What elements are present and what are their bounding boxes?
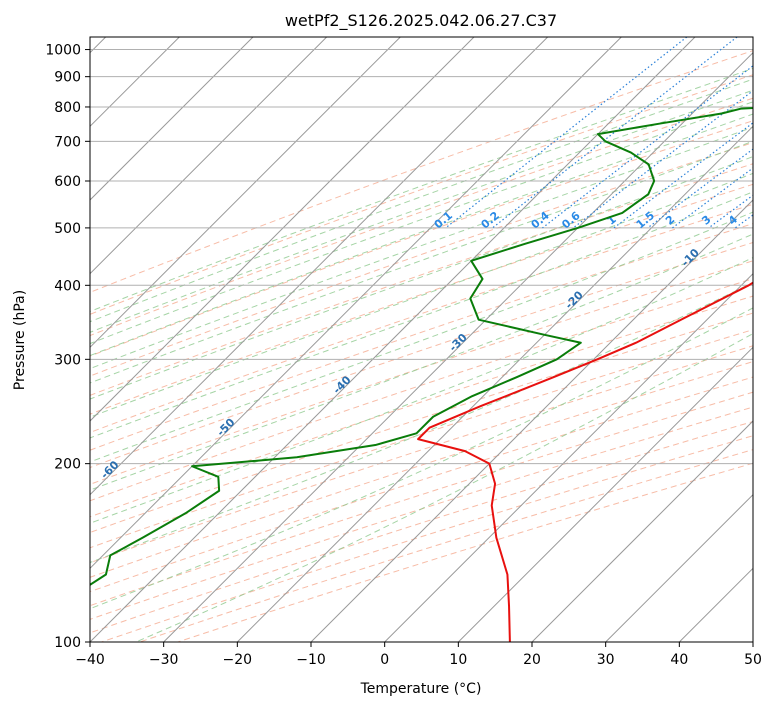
dry-adiabat-line [90, 391, 753, 607]
plot-frame [89, 36, 754, 643]
isotherm-label: -70 [0, 500, 6, 523]
isotherm-line [90, 37, 401, 349]
isotherm-line [90, 37, 254, 201]
moist-adiabat-line [90, 126, 753, 370]
moist-adiabat-line [90, 257, 753, 524]
temperature-profile-line [417, 281, 753, 642]
dry-adiabat-line [90, 142, 753, 377]
moist-adiabat-line [90, 172, 753, 418]
isotherm-line [90, 37, 622, 570]
x-tick-label: 30 [597, 652, 615, 668]
y-tick-label: 1000 [45, 43, 81, 59]
isotherm-line [457, 346, 753, 642]
moist-adiabat-line [90, 233, 753, 491]
x-tick-label: 40 [670, 652, 688, 668]
x-tick-label: 20 [523, 652, 541, 668]
plot-background [90, 37, 753, 642]
x-tick-label: 0 [380, 652, 389, 668]
moist-adiabat-line [90, 211, 753, 463]
moist-adiabat-line [90, 89, 753, 333]
y-axis-ticks: 100 200 300 400 500 600 700 800 900 1000 [45, 43, 90, 651]
x-tick-label: 10 [449, 652, 467, 668]
dry-adiabat-line [90, 278, 753, 502]
x-tick-label: −20 [223, 652, 253, 668]
moist-adiabat-line [90, 113, 753, 357]
mixing-ratio-line [572, 89, 753, 229]
y-axis-label: Pressure (hPa) [12, 290, 28, 390]
dry-adiabat-line [90, 50, 753, 293]
moist-adiabat-line [90, 78, 753, 323]
isotherm-line [752, 641, 753, 642]
mixing-ratio-line [542, 65, 753, 229]
y-tick-label: 200 [54, 457, 81, 473]
isotherm-line [90, 37, 475, 422]
x-tick-label: −40 [75, 652, 105, 668]
y-tick-label: 100 [54, 635, 81, 651]
isotherm-line [310, 199, 753, 642]
isotherm-line [384, 272, 753, 642]
dry-adiabat-line [90, 163, 753, 396]
isotherm-line [90, 37, 696, 642]
y-tick-label: 900 [54, 70, 81, 86]
background-lines [90, 37, 753, 642]
x-tick-label: −30 [149, 652, 179, 668]
y-tick-label: 500 [54, 221, 81, 237]
y-tick-label: 400 [54, 278, 81, 294]
mixing-ratio-line [672, 167, 753, 229]
chart-title: wetPf2_S126.2025.042.06.27.C37 [285, 11, 557, 31]
y-tick-label: 800 [54, 100, 81, 116]
mixing-ratio-label: 6 [765, 213, 775, 228]
moist-adiabat-line [135, 333, 753, 642]
isotherm-line [90, 37, 328, 275]
x-tick-label: 50 [744, 652, 762, 668]
moist-adiabat-line [90, 281, 753, 564]
y-tick-label: 700 [54, 134, 81, 150]
isotherm-line [163, 51, 753, 642]
y-tick-label: 600 [54, 174, 81, 190]
dry-adiabat-line [90, 329, 753, 549]
isotherm-line [605, 493, 753, 642]
isotherm-line [531, 420, 753, 642]
dry-adiabat-line [90, 223, 753, 451]
dry-adiabat-line [90, 183, 753, 415]
moist-adiabat-line [90, 67, 753, 313]
y-tick-label: 300 [54, 352, 81, 368]
x-axis-label: Temperature (°C) [360, 681, 482, 697]
dry-adiabat-line [90, 312, 753, 534]
isotherm-line [90, 37, 549, 496]
moist-adiabat-line [90, 156, 753, 400]
x-tick-label: −10 [296, 652, 326, 668]
dry-adiabat-line [90, 97, 753, 337]
mixing-ratio-line [492, 37, 738, 229]
dry-adiabat-line [90, 74, 753, 315]
x-axis-ticks: −40 −30 −20 −10 0 10 20 30 40 50 [75, 642, 762, 668]
isotherm-line [236, 125, 753, 642]
